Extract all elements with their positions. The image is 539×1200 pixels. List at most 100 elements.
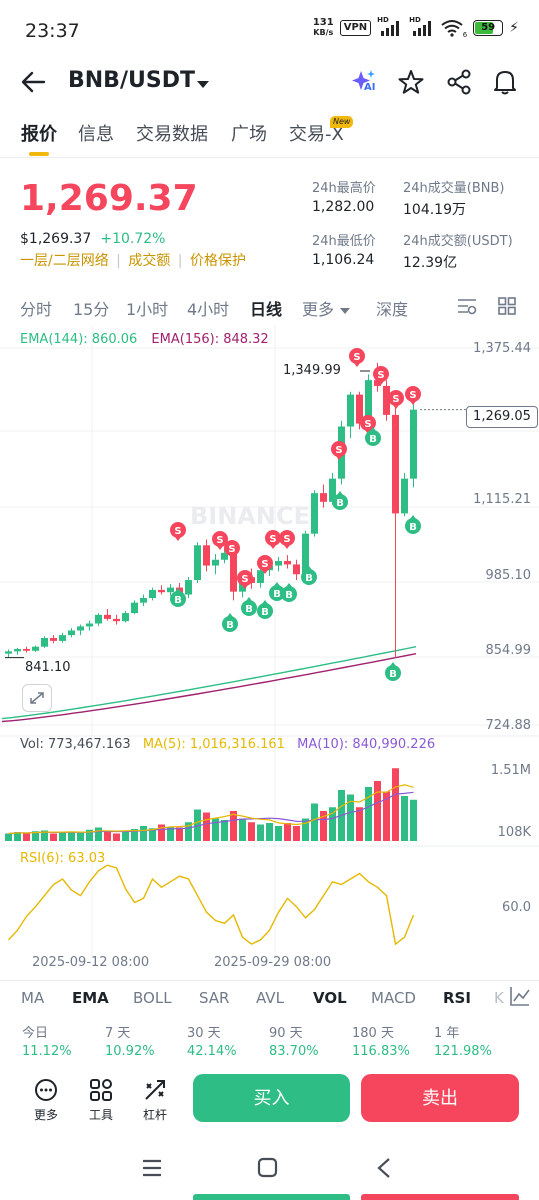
svg-text:B: B: [245, 604, 253, 615]
pair-title[interactable]: BNB/USDT: [68, 68, 195, 93]
volume-bar: [50, 833, 57, 841]
period-selector: 分时 15分 1小时 4小时 日线 更多 深度: [0, 288, 539, 324]
home-icon[interactable]: [257, 1157, 279, 1183]
svg-text:B: B: [226, 620, 234, 631]
period-4h[interactable]: 4小时: [187, 300, 230, 319]
volume-bar: [149, 828, 156, 841]
svg-text:S: S: [335, 445, 342, 456]
volume-bar: [59, 832, 66, 841]
y-tick-1: 1,375.44: [473, 341, 531, 356]
svg-text:S: S: [377, 370, 384, 381]
sell-marker: S: [265, 530, 281, 549]
ind-boll[interactable]: BOLL: [133, 989, 172, 1007]
ind-rsi[interactable]: RSI: [443, 989, 471, 1007]
ind-macd[interactable]: MACD: [371, 989, 416, 1007]
volume-bar: [14, 832, 21, 841]
volume-bar: [266, 823, 273, 841]
leverage-button[interactable]: 杠杆: [137, 1078, 173, 1123]
period-1d[interactable]: 日线: [250, 300, 283, 319]
period-1h[interactable]: 1小时: [126, 300, 169, 319]
menu-icon[interactable]: [141, 1158, 163, 1182]
volume-bar: [293, 826, 300, 841]
tab-trade-x[interactable]: 交易-X: [289, 124, 344, 145]
candle-body: [194, 545, 201, 581]
tag-price-protection[interactable]: 价格保护: [189, 253, 246, 269]
ind-sar[interactable]: SAR: [199, 989, 230, 1007]
candle-body: [356, 394, 363, 424]
buy-button[interactable]: 买入: [193, 1074, 350, 1122]
candle-body: [311, 493, 318, 534]
candle-body: [302, 533, 309, 575]
vpn-icon: VPN: [339, 20, 372, 36]
perf-180d: 180 天 116.83%: [352, 1026, 410, 1059]
high-label: 24h最高价: [312, 181, 376, 196]
volume-bar: [365, 787, 372, 841]
bell-icon[interactable]: [492, 68, 518, 100]
svg-text:S: S: [241, 574, 248, 585]
tools-button[interactable]: 工具: [83, 1078, 119, 1123]
perf-1y: 1 年 121.98%: [434, 1026, 492, 1059]
ema144-line: [1, 646, 417, 720]
layout-grid-icon[interactable]: [497, 296, 517, 320]
tab-info[interactable]: 信息: [78, 124, 114, 145]
y-tick-2: 1,115.21: [473, 492, 531, 507]
volume-bar: [158, 824, 165, 841]
period-timeline[interactable]: 分时: [20, 300, 53, 319]
sell-button[interactable]: 卖出: [361, 1074, 519, 1122]
vol-base-value: 104.19万: [403, 202, 466, 218]
pair-dropdown-icon[interactable]: [196, 75, 210, 94]
candle-body: [221, 552, 228, 560]
bottom-action-bar: 更多 工具 杠杆 买入 卖出: [0, 1068, 539, 1132]
chevron-down-icon[interactable]: [339, 300, 351, 319]
perf-90d: 90 天 83.70%: [269, 1026, 319, 1059]
period-15m[interactable]: 15分: [73, 300, 110, 319]
share-icon[interactable]: [446, 69, 472, 99]
indicator-settings-icon[interactable]: [509, 985, 531, 1011]
tab-quote[interactable]: 报价: [21, 124, 57, 145]
star-icon[interactable]: [398, 69, 424, 99]
volume-bar: [176, 827, 183, 841]
candle-body: [347, 394, 354, 427]
tab-trading-data[interactable]: 交易数据: [136, 124, 208, 145]
volume-bar: [32, 831, 39, 841]
candle-body: [392, 414, 399, 514]
volume-bar: [140, 826, 147, 841]
last-price: 1,269.37: [20, 178, 198, 219]
volume-bar: [230, 811, 237, 841]
ema144-label: EMA(144): 860.06: [20, 332, 138, 347]
fullscreen-icon[interactable]: [22, 684, 52, 712]
candle-body: [212, 559, 219, 566]
candle-body: [374, 380, 381, 386]
ind-ma[interactable]: MA: [21, 989, 45, 1007]
ind-vol[interactable]: VOL: [313, 989, 347, 1007]
candle-body: [365, 380, 372, 424]
volume-bar: [86, 829, 93, 841]
back-arrow-icon[interactable]: [20, 70, 46, 98]
ai-sparkle-icon[interactable]: AI: [350, 68, 378, 100]
volume-bar: [68, 832, 75, 841]
ind-ema[interactable]: EMA: [72, 989, 109, 1007]
candle-body: [77, 626, 84, 631]
volume-bar: [104, 832, 111, 841]
period-more[interactable]: 更多: [302, 300, 335, 319]
ind-k[interactable]: K: [494, 989, 504, 1007]
x-tick-2: 2025-09-29 08:00: [214, 955, 332, 970]
back-icon[interactable]: [375, 1157, 393, 1183]
svg-text:B: B: [389, 669, 397, 680]
candle-body: [293, 564, 300, 575]
more-button[interactable]: 更多: [28, 1078, 64, 1123]
period-depth[interactable]: 深度: [376, 300, 409, 319]
tag-turnover[interactable]: 成交额: [128, 253, 171, 269]
ind-avl[interactable]: AVL: [256, 989, 284, 1007]
svg-text:B: B: [305, 573, 313, 584]
svg-text:B: B: [409, 522, 417, 533]
tab-square[interactable]: 广场: [231, 124, 267, 145]
candle-body: [140, 598, 147, 603]
volume-bar: [131, 829, 138, 841]
net-speed: 131 KB/s: [312, 17, 334, 38]
max-price-label: 1,349.99: [283, 363, 341, 378]
chart-settings-icon[interactable]: [456, 296, 478, 320]
sell-marker: S: [224, 540, 240, 559]
tag-layer-network[interactable]: 一层/二层网络: [20, 253, 109, 269]
